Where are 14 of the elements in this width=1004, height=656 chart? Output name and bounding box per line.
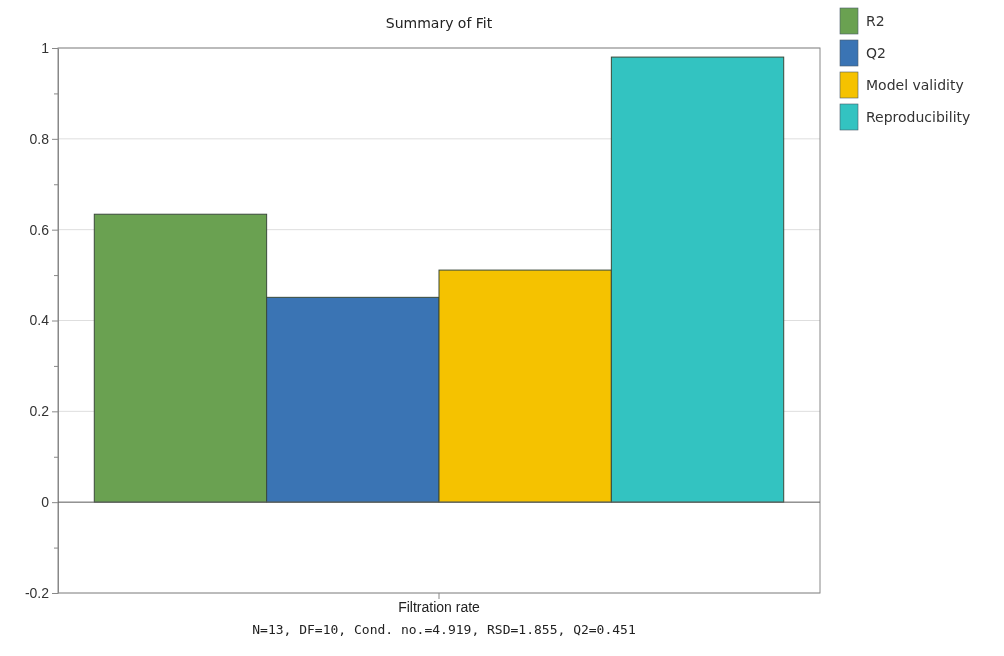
legend-label: Model validity [866,77,964,93]
chart-title: Summary of Fit [385,15,493,31]
legend-label: Reproducibility [866,109,971,125]
legend-label: Q2 [866,45,886,61]
y-tick-label: -0.2 [24,584,50,601]
x-tick-label: Filtration rate [398,598,481,615]
text: N=13, DF=10, Cond. no.=4.919, RSD=1.855, Q2=0.451 [252,622,636,637]
legend-label: R2 [866,13,885,29]
y-tick-label: 0 [41,494,50,511]
y-tick-label: 1 [41,39,50,56]
y-tick-label: 0.2 [29,403,50,420]
y-tick-label: 0.8 [29,130,50,147]
y-tick-label: 0.6 [29,221,50,238]
y-tick-label: 0.4 [29,312,50,329]
